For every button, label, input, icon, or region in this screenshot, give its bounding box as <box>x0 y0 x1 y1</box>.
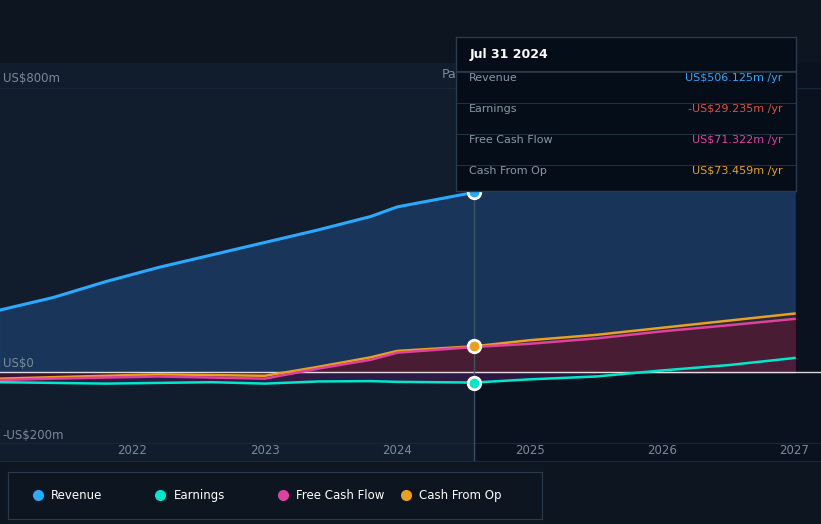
Text: Free Cash Flow: Free Cash Flow <box>470 135 553 145</box>
Text: Revenue: Revenue <box>470 73 518 83</box>
Text: Revenue: Revenue <box>51 489 103 501</box>
Text: US$71.322m /yr: US$71.322m /yr <box>692 135 782 145</box>
Text: -US$200m: -US$200m <box>2 429 64 442</box>
Text: Analysts Forecasts: Analysts Forecasts <box>485 68 602 81</box>
Text: 2024: 2024 <box>383 444 412 457</box>
Bar <box>475 63 821 461</box>
Text: Free Cash Flow: Free Cash Flow <box>296 489 385 501</box>
Text: Past: Past <box>442 68 468 81</box>
Text: 2025: 2025 <box>515 444 544 457</box>
Text: -US$29.235m /yr: -US$29.235m /yr <box>688 104 782 114</box>
Text: US$506.125m /yr: US$506.125m /yr <box>686 73 782 83</box>
Text: Earnings: Earnings <box>470 104 518 114</box>
Text: US$800m: US$800m <box>2 72 60 85</box>
Text: US$0: US$0 <box>2 357 34 370</box>
Text: 2026: 2026 <box>647 444 677 457</box>
Text: Cash From Op: Cash From Op <box>470 166 547 176</box>
Text: US$73.459m /yr: US$73.459m /yr <box>692 166 782 176</box>
Text: Cash From Op: Cash From Op <box>420 489 502 501</box>
Text: 2027: 2027 <box>780 444 810 457</box>
Text: 2022: 2022 <box>117 444 147 457</box>
Text: Earnings: Earnings <box>174 489 225 501</box>
Text: 2023: 2023 <box>250 444 280 457</box>
Bar <box>0 63 475 461</box>
Text: Jul 31 2024: Jul 31 2024 <box>470 48 548 60</box>
